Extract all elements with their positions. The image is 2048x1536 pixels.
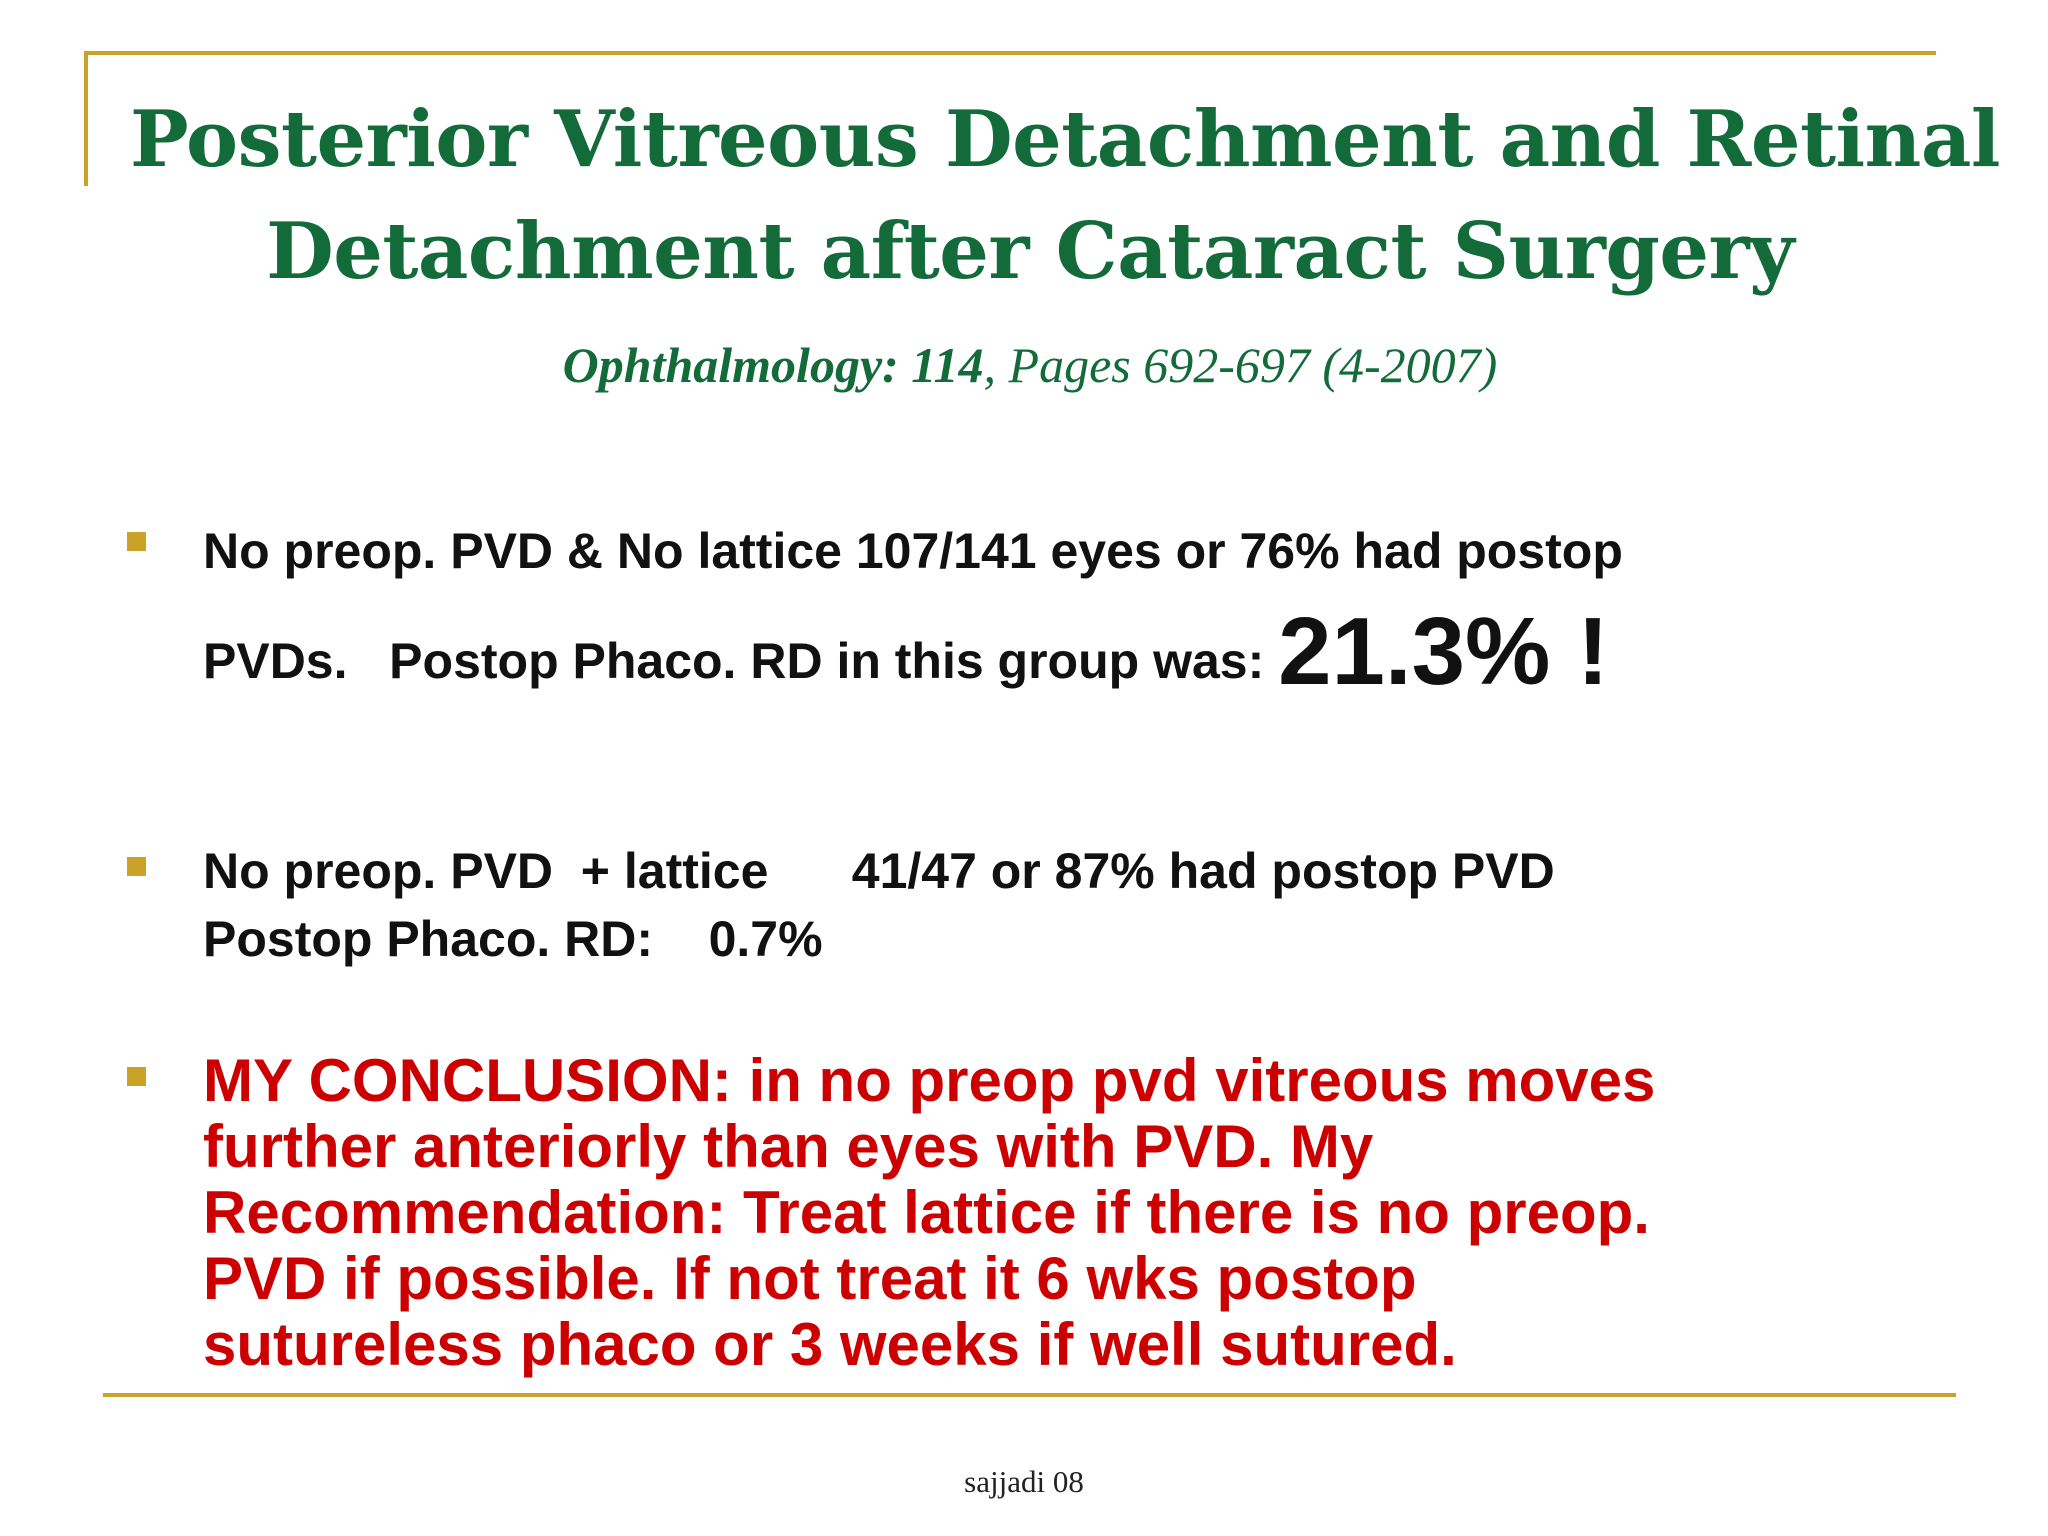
left-rule [84,51,88,186]
bullet-1-line-1: No preop. PVD & No lattice 107/141 eyes … [203,523,1623,579]
citation-journal: Ophthalmology: 114 [562,337,984,393]
bullet-1-line-2-text: PVDs. Postop Phaco. RD in this group was… [203,633,1279,689]
bullet-marker-2 [127,857,146,876]
citation: Ophthalmology: 114, Pages 692-697 (4-200… [130,332,1930,398]
bullet-marker-1 [127,532,146,551]
conclusion-text: MY CONCLUSION: in no preop pvd vitreous … [203,1047,1656,1378]
bottom-rule [103,1393,1956,1397]
citation-pages: , Pages 692-697 (4-2007) [983,337,1498,393]
title-line-2: Detachment after Cataract Surgery [266,206,1794,297]
bullet-2-line-1: No preop. PVD + lattice 41/47 or 87% had… [203,843,1555,899]
rd-rate-highlight: 21.3% ! [1278,598,1609,705]
bullet-2-line-2: Postop Phaco. RD: 0.7% [203,911,823,967]
bullet-1-line-2: PVDs. Postop Phaco. RD in this group was… [203,592,1609,721]
footer-text: sajjadi 08 [964,1464,1084,1499]
slide-title: Posterior Vitreous Detachment and Retina… [130,84,2001,308]
title-line-1: Posterior Vitreous Detachment and Retina… [130,94,2001,185]
top-rule [84,51,1936,55]
bullet-marker-3 [127,1067,146,1086]
